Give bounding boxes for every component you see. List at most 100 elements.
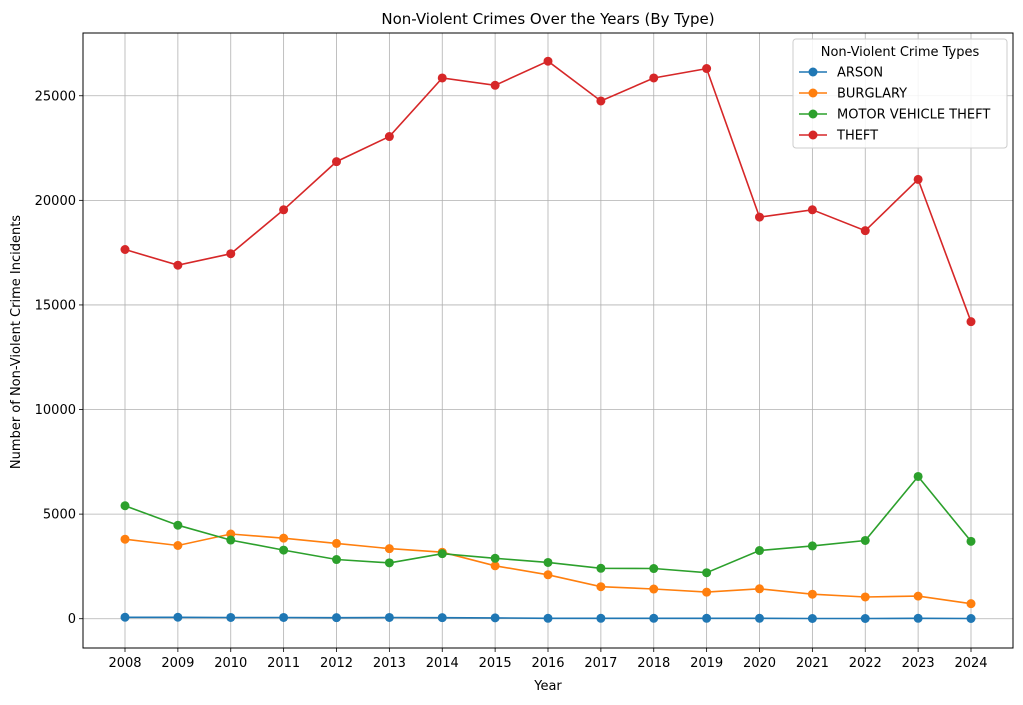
x-axis-label: Year xyxy=(533,679,562,694)
legend-marker xyxy=(808,88,818,98)
grid xyxy=(83,33,1013,648)
data-point-theft xyxy=(332,157,341,167)
data-point-motor-vehicle-theft xyxy=(226,535,236,545)
data-point-motor-vehicle-theft xyxy=(860,535,870,545)
data-point-motor-vehicle-theft xyxy=(596,563,606,573)
data-point-burglary xyxy=(966,599,976,609)
data-point-theft xyxy=(279,205,289,215)
data-point-motor-vehicle-theft xyxy=(120,501,130,511)
data-point-motor-vehicle-theft xyxy=(490,553,500,563)
data-point-arson xyxy=(332,613,341,623)
y-tick-label: 20000 xyxy=(35,194,76,209)
data-point-motor-vehicle-theft xyxy=(384,558,394,568)
data-point-arson xyxy=(755,613,764,623)
data-point-theft xyxy=(860,226,870,236)
data-point-arson xyxy=(437,613,447,623)
x-tick-label: 2008 xyxy=(108,656,141,671)
data-point-motor-vehicle-theft xyxy=(173,520,183,530)
x-tick-label: 2015 xyxy=(479,656,512,671)
data-point-arson xyxy=(173,612,183,622)
legend-label: BURGLARY xyxy=(837,87,907,102)
x-tick-label: 2024 xyxy=(954,656,987,671)
legend-label: THEFT xyxy=(836,129,878,144)
x-tick-label: 2014 xyxy=(426,656,459,671)
legend-label: MOTOR VEHICLE THEFT xyxy=(837,108,990,123)
x-tick-label: 2017 xyxy=(584,656,617,671)
data-point-arson xyxy=(702,613,712,623)
x-tick-label: 2023 xyxy=(902,656,935,671)
data-point-motor-vehicle-theft xyxy=(966,536,976,546)
series-theft xyxy=(120,56,976,327)
legend-marker xyxy=(808,130,818,140)
data-point-motor-vehicle-theft xyxy=(543,557,553,567)
legend-title: Non-Violent Crime Types xyxy=(821,45,980,60)
data-point-motor-vehicle-theft xyxy=(702,568,712,578)
data-point-burglary xyxy=(596,582,606,592)
y-tick-label: 5000 xyxy=(43,508,76,523)
data-point-burglary xyxy=(543,570,553,580)
x-tick-label: 2012 xyxy=(320,656,353,671)
legend-item-arson: ARSON xyxy=(799,66,883,81)
data-point-theft xyxy=(913,174,923,184)
data-point-arson xyxy=(543,613,553,623)
data-point-burglary xyxy=(120,534,130,544)
data-point-arson xyxy=(913,613,923,623)
data-point-motor-vehicle-theft xyxy=(279,545,289,555)
data-point-burglary xyxy=(332,538,341,548)
y-tick-label: 25000 xyxy=(35,89,76,104)
data-point-arson xyxy=(860,614,870,624)
x-tick-label: 2021 xyxy=(796,656,829,671)
data-point-theft xyxy=(384,132,394,142)
series-layer xyxy=(120,56,976,624)
chart-title: Non-Violent Crimes Over the Years (By Ty… xyxy=(381,10,714,28)
data-point-burglary xyxy=(173,541,183,550)
x-tick-label: 2011 xyxy=(267,656,300,671)
series-arson xyxy=(120,612,976,624)
legend-item-burglary: BURGLARY xyxy=(799,87,907,102)
y-tick-label: 15000 xyxy=(35,298,76,313)
data-point-arson xyxy=(226,612,236,622)
data-point-burglary xyxy=(913,591,923,601)
data-point-theft xyxy=(226,249,236,259)
data-point-motor-vehicle-theft xyxy=(807,541,817,551)
data-point-burglary xyxy=(490,561,500,571)
data-point-motor-vehicle-theft xyxy=(332,555,341,565)
y-tick-label: 0 xyxy=(68,612,76,627)
data-point-motor-vehicle-theft xyxy=(437,549,447,559)
data-point-burglary xyxy=(702,587,712,597)
legend-item-theft: THEFT xyxy=(799,129,878,144)
data-point-theft xyxy=(120,245,130,255)
legend-label: ARSON xyxy=(837,66,883,81)
legend-box xyxy=(792,38,1008,149)
data-point-arson xyxy=(384,612,394,622)
data-point-motor-vehicle-theft xyxy=(755,546,764,556)
data-point-arson xyxy=(649,613,659,623)
data-point-burglary xyxy=(384,544,394,554)
legend-marker xyxy=(808,67,818,77)
legend-marker xyxy=(808,109,818,119)
data-point-theft xyxy=(755,212,764,222)
data-point-theft xyxy=(173,260,183,270)
data-point-theft xyxy=(437,73,447,83)
data-point-arson xyxy=(279,612,289,622)
x-tick-label: 2020 xyxy=(743,656,776,671)
data-point-burglary xyxy=(279,533,289,543)
x-tick-label: 2022 xyxy=(849,656,882,671)
legend: Non-Violent Crime Types ARSON BURGLARY MOT… xyxy=(792,38,1008,149)
x-tick-label: 2018 xyxy=(637,656,670,671)
data-point-burglary xyxy=(755,584,764,594)
data-point-arson xyxy=(596,613,606,623)
series-burglary xyxy=(120,529,976,609)
data-point-theft xyxy=(490,80,500,90)
x-tick-label: 2016 xyxy=(531,656,564,671)
data-point-burglary xyxy=(807,589,817,599)
data-point-motor-vehicle-theft xyxy=(913,471,923,481)
y-axis-label: Number of Non-Violent Crime Incidents xyxy=(9,215,24,469)
x-tick-label: 2009 xyxy=(161,656,194,671)
y-tick-label: 10000 xyxy=(35,403,76,418)
data-point-arson xyxy=(120,612,130,622)
data-point-motor-vehicle-theft xyxy=(649,564,659,574)
data-point-arson xyxy=(807,614,817,624)
